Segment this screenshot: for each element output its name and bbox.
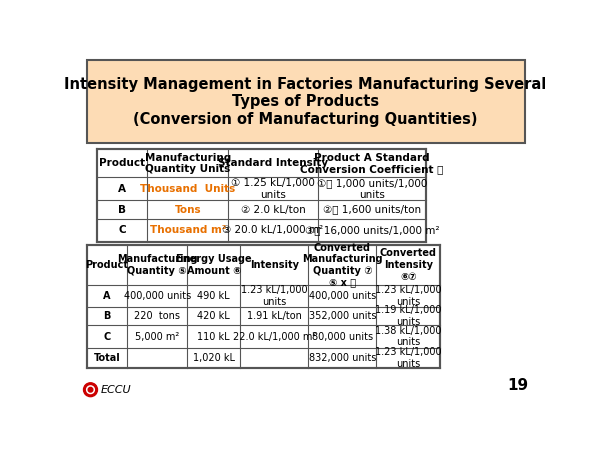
Text: 22.0 kL/1,000 m²: 22.0 kL/1,000 m² (233, 332, 316, 342)
Text: Standard Intensity: Standard Intensity (218, 158, 328, 168)
Text: C: C (103, 332, 110, 342)
Text: Total: Total (94, 353, 120, 363)
Text: 1.19 kL/1,000
units: 1.19 kL/1,000 units (375, 305, 442, 327)
Circle shape (88, 387, 93, 392)
Text: Thousand  Units: Thousand Units (140, 184, 235, 194)
Text: ①ⓐ 1,000 units/1,000
units: ①ⓐ 1,000 units/1,000 units (317, 178, 427, 199)
Text: 352,000 units: 352,000 units (308, 311, 376, 321)
Text: ③ 20.0 kL/1,000 m²: ③ 20.0 kL/1,000 m² (223, 225, 323, 235)
Text: B: B (118, 205, 126, 215)
Text: Thousand m²: Thousand m² (149, 225, 226, 235)
Text: Manufacturing
Quantity ⑤: Manufacturing Quantity ⑤ (117, 254, 197, 276)
Text: ① 1.25 kL/1,000
units: ① 1.25 kL/1,000 units (231, 178, 315, 199)
Text: 80,000 units: 80,000 units (312, 332, 373, 342)
Text: ②ⓐ 1,600 units/ton: ②ⓐ 1,600 units/ton (323, 205, 421, 215)
Text: Product: Product (85, 260, 128, 270)
Text: 400,000 units: 400,000 units (309, 291, 376, 301)
Circle shape (86, 386, 94, 394)
Text: B: B (103, 311, 110, 321)
Text: ECCU: ECCU (101, 385, 131, 395)
Text: Intensity Management in Factories Manufacturing Several
Types of Products
(Conve: Intensity Management in Factories Manufa… (64, 77, 547, 126)
Text: Product: Product (99, 158, 145, 168)
Text: Converted
Intensity
⑥⑦: Converted Intensity ⑥⑦ (380, 248, 437, 282)
Text: Product A Standard
Conversion Coefficient ⓐ: Product A Standard Conversion Coefficien… (300, 153, 443, 174)
Text: 832,000 units: 832,000 units (308, 353, 376, 363)
Text: ③ⓐ 16,000 units/1,000 m²: ③ⓐ 16,000 units/1,000 m² (305, 225, 439, 235)
Text: A: A (103, 291, 110, 301)
Text: 1.23 kL/1,000
units: 1.23 kL/1,000 units (375, 285, 442, 306)
FancyBboxPatch shape (97, 149, 426, 242)
Text: 110 kL: 110 kL (197, 332, 230, 342)
Text: 5,000 m²: 5,000 m² (135, 332, 179, 342)
FancyBboxPatch shape (86, 245, 440, 368)
Text: 1.38 kL/1,000
units: 1.38 kL/1,000 units (375, 326, 442, 347)
Text: Converted
Manufacturing
Quantity ⑦
⑤ x ⓐ: Converted Manufacturing Quantity ⑦ ⑤ x ⓐ (302, 243, 383, 288)
Text: Manufacturing
Quantity Units: Manufacturing Quantity Units (145, 153, 231, 174)
Text: 220  tons: 220 tons (134, 311, 180, 321)
FancyBboxPatch shape (86, 60, 524, 143)
Text: Intensity: Intensity (250, 260, 299, 270)
Text: ② 2.0 kL/ton: ② 2.0 kL/ton (241, 205, 305, 215)
Text: Tons: Tons (175, 205, 201, 215)
Text: C: C (118, 225, 126, 235)
Text: 400,000 units: 400,000 units (124, 291, 191, 301)
Text: 1,020 kL: 1,020 kL (193, 353, 235, 363)
Text: 1.91 kL/ton: 1.91 kL/ton (247, 311, 302, 321)
Text: 420 kL: 420 kL (197, 311, 230, 321)
Text: 1.23 kL/1,000
units: 1.23 kL/1,000 units (375, 347, 442, 369)
Text: 1.23 kL/1,000
units: 1.23 kL/1,000 units (241, 285, 307, 306)
Text: 19: 19 (507, 378, 529, 393)
Text: Energy Usage
Amount ⑥: Energy Usage Amount ⑥ (176, 254, 251, 276)
Circle shape (83, 383, 97, 396)
Text: 490 kL: 490 kL (197, 291, 230, 301)
Text: A: A (118, 184, 126, 194)
